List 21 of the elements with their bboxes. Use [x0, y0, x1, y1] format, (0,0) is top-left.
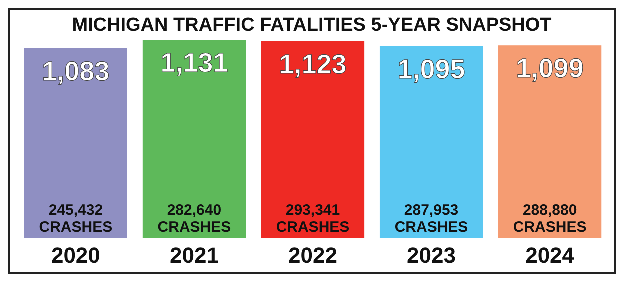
bar [261, 41, 365, 238]
x-tick-label: 2023 [407, 243, 456, 268]
annotation: 282,640 CRASHES [158, 202, 232, 236]
x-tick-label: 2022 [288, 243, 338, 268]
data-label: 1,123 [279, 49, 347, 80]
bar [24, 48, 128, 238]
annotation: 293,341 CRASHES [276, 202, 350, 236]
data-label: 1,131 [160, 48, 228, 78]
annotation: 287,953 CRASHES [394, 202, 468, 236]
data-label: 1,095 [398, 54, 466, 84]
data-label: 1,099 [516, 54, 584, 84]
bar [142, 40, 246, 238]
x-tick-label: 2024 [526, 243, 576, 268]
chart-title: MICHIGAN TRAFFIC FATALITIES 5-YEAR SNAPSHOT [72, 15, 552, 36]
bar [380, 46, 484, 238]
x-tick-label: 2021 [170, 243, 219, 268]
x-tick-label: 2020 [51, 243, 100, 268]
data-label: 1,083 [42, 56, 110, 86]
annotation: 245,432 CRASHES [39, 202, 113, 236]
bar [498, 46, 602, 238]
annotation: 288,880 CRASHES [513, 202, 587, 236]
